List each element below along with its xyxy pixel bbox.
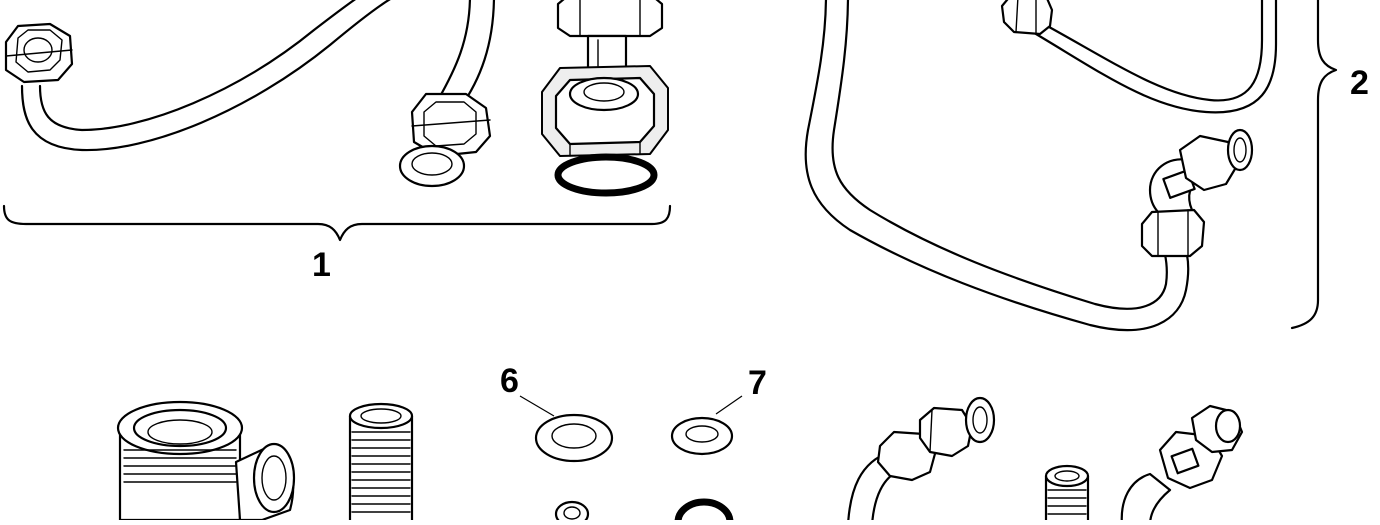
hex-nut-icon bbox=[1000, 0, 1054, 36]
washer-7: 7 bbox=[670, 364, 767, 456]
straight-connector bbox=[541, 0, 669, 157]
callout-2: 2 bbox=[1350, 64, 1369, 102]
flexible-hose bbox=[436, 0, 495, 110]
pipe-assembly-2: 2 bbox=[804, 0, 1369, 332]
callout-6: 6 bbox=[500, 362, 519, 400]
o-ring-icon bbox=[674, 498, 734, 525]
washer-icon bbox=[554, 500, 590, 525]
o-ring-icon bbox=[554, 153, 658, 197]
threaded-nipple-icon bbox=[348, 402, 414, 525]
callout-7: 7 bbox=[748, 364, 767, 402]
washer-6: 6 bbox=[500, 362, 614, 463]
bracket-2 bbox=[1290, 0, 1338, 330]
washer-icon bbox=[398, 144, 466, 188]
threaded-nipple-icon bbox=[1044, 464, 1090, 525]
tee-fitting-icon bbox=[116, 400, 296, 522]
callout-1: 1 bbox=[312, 246, 331, 284]
elbow-fitting-icon bbox=[1140, 128, 1254, 258]
elbow-fitting-icon bbox=[1120, 404, 1244, 525]
hook-pipe bbox=[1034, 0, 1278, 114]
bent-pipe bbox=[20, 0, 391, 152]
pipe-assembly-1: 1 bbox=[2, 0, 672, 284]
short-pipe-assembly bbox=[846, 396, 996, 525]
bracket-1 bbox=[2, 204, 672, 242]
loop-pipe bbox=[804, 0, 1190, 332]
hex-nut-icon bbox=[4, 22, 74, 84]
